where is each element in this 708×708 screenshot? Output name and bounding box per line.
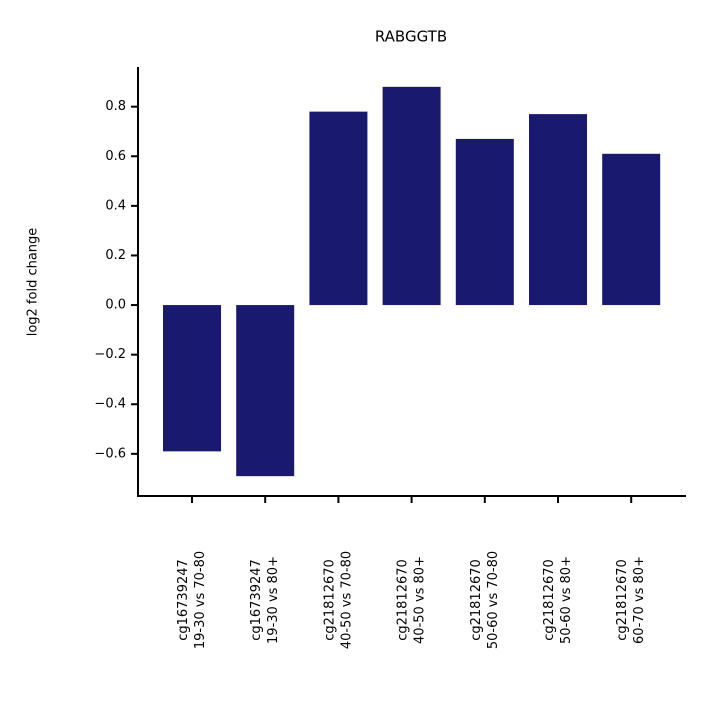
x-tick-label: cg21812670 40-50 vs 80+ xyxy=(396,556,428,644)
x-tick-label-line: 50-60 vs 70-80 xyxy=(486,551,501,649)
chart-title: RABGGTB xyxy=(375,28,447,46)
x-tick-label-line: cg16739247 xyxy=(249,559,264,641)
y-tick-label: −0.2 xyxy=(94,347,126,362)
bar xyxy=(163,305,221,452)
bar xyxy=(602,153,661,306)
x-tick-label-line: cg21812670 xyxy=(469,559,484,641)
x-tick-label-line: 40-50 vs 70-80 xyxy=(339,551,354,649)
x-tick-label-line: cg16739247 xyxy=(176,559,191,641)
x-tick-label: cg21812670 50-60 vs 80+ xyxy=(542,556,574,644)
y-tick-label: 0.6 xyxy=(105,149,126,164)
x-tick-label-line: cg21812670 xyxy=(396,559,411,641)
x-tick-label-line: 40-50 vs 80+ xyxy=(413,556,428,644)
bar xyxy=(529,114,587,306)
y-axis-label: log2 fold change xyxy=(26,228,41,337)
bar xyxy=(455,138,514,306)
x-tick-label-line: 19-30 vs 70-80 xyxy=(193,551,208,649)
x-tick-label: cg21812670 60-70 vs 80+ xyxy=(615,556,647,644)
x-tick-label-line: 19-30 vs 80+ xyxy=(266,556,281,644)
x-tick-label-line: 60-70 vs 80+ xyxy=(632,556,647,644)
x-tick-label: cg16739247 19-30 vs 80+ xyxy=(249,556,281,644)
bar xyxy=(236,305,295,477)
y-tick-label: 0.2 xyxy=(105,248,126,263)
y-tick-label: −0.4 xyxy=(94,397,126,412)
y-tick-label: 0.0 xyxy=(105,298,126,313)
x-tick-label-line: cg21812670 xyxy=(542,559,557,641)
y-tick-label: 0.4 xyxy=(105,198,126,213)
bar xyxy=(382,86,441,306)
x-tick-label-line: 50-60 vs 80+ xyxy=(559,556,574,644)
x-tick-label: cg21812670 40-50 vs 70-80 xyxy=(322,551,354,649)
x-tick-label: cg21812670 50-60 vs 70-80 xyxy=(469,551,501,649)
y-tick-label: 0.8 xyxy=(105,99,126,114)
x-tick-label-line: cg21812670 xyxy=(615,559,630,641)
x-tick-label-line: cg21812670 xyxy=(322,559,337,641)
y-tick-label: −0.6 xyxy=(94,446,126,461)
bar xyxy=(309,111,368,306)
x-tick-label: cg16739247 19-30 vs 70-80 xyxy=(176,551,208,649)
